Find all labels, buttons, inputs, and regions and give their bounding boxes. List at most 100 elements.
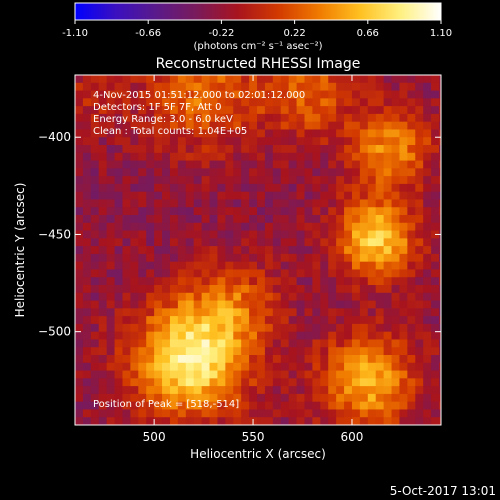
heatmap-cell <box>320 386 329 395</box>
heatmap-cell <box>312 191 321 201</box>
heatmap-cell <box>304 168 314 177</box>
heatmap-cell <box>336 152 345 162</box>
heatmap-cell <box>169 339 179 348</box>
heatmap-cell <box>162 191 171 201</box>
heatmap-cell <box>264 238 274 247</box>
heatmap-cell <box>336 75 345 84</box>
heatmap-cell <box>185 168 195 177</box>
heatmap-cell <box>75 199 84 208</box>
heatmap-cell <box>98 238 108 247</box>
heatmap-cell <box>280 207 290 216</box>
heatmap-cell <box>162 347 171 356</box>
heatmap-cell <box>431 222 440 232</box>
heatmap-cell <box>367 98 377 107</box>
heatmap-cell <box>304 207 314 216</box>
heatmap-cell <box>249 370 258 379</box>
heatmap-cell <box>296 370 306 379</box>
heatmap-cell <box>146 331 155 341</box>
heatmap-cell <box>177 393 187 403</box>
heatmap-cell <box>320 292 329 302</box>
heatmap-cell <box>82 362 92 372</box>
heatmap-cell <box>106 246 116 255</box>
colorbar-tick-label: -0.66 <box>135 28 161 39</box>
heatmap-cell <box>114 246 124 255</box>
heatmap-cell <box>193 98 203 107</box>
heatmap-cell <box>257 292 266 302</box>
heatmap-cell <box>288 207 298 216</box>
heatmap-cell <box>423 98 432 107</box>
heatmap-cell <box>185 339 195 348</box>
heatmap-cell <box>383 285 393 294</box>
heatmap-cell <box>106 253 116 263</box>
heatmap-cell <box>138 176 147 185</box>
heatmap-cell <box>249 393 258 403</box>
heatmap-cell <box>201 401 211 411</box>
heatmap-cell <box>162 355 171 364</box>
heatmap-cell <box>351 98 361 107</box>
heatmap-cell <box>249 331 258 341</box>
heatmap-cell <box>225 339 234 348</box>
heatmap-cell <box>90 113 100 123</box>
heatmap-cell <box>249 176 258 185</box>
heatmap-cell <box>106 417 116 425</box>
heatmap-cell <box>249 323 258 333</box>
heatmap-cell <box>328 113 337 123</box>
heatmap-cell <box>344 347 353 356</box>
heatmap-cell <box>328 370 337 379</box>
heatmap-cell <box>225 176 234 185</box>
heatmap-cell <box>154 215 163 224</box>
heatmap-cell <box>82 339 92 348</box>
heatmap-cell <box>375 176 385 185</box>
heatmap-cell <box>249 316 258 325</box>
heatmap-cell <box>312 82 321 92</box>
heatmap-cell <box>130 90 139 99</box>
heatmap-cell <box>439 401 441 411</box>
heatmap-cell <box>375 323 385 333</box>
heatmap-cell <box>193 230 203 239</box>
heatmap-cell <box>264 199 274 208</box>
heatmap-cell <box>185 253 195 263</box>
heatmap-cell <box>249 222 258 232</box>
heatmap-cell <box>154 378 163 387</box>
heatmap-cell <box>146 121 155 131</box>
heatmap-cell <box>146 160 155 169</box>
heatmap-cell <box>344 82 353 92</box>
heatmap-cell <box>177 308 187 317</box>
heatmap-cell <box>399 145 408 154</box>
heatmap-cell <box>106 113 116 123</box>
heatmap-cell <box>280 129 290 138</box>
heatmap-cell <box>431 82 440 92</box>
heatmap-cell <box>399 168 408 177</box>
heatmap-cell <box>82 370 92 379</box>
heatmap-cell <box>375 347 385 356</box>
heatmap-cell <box>367 75 377 84</box>
heatmap-cell <box>98 277 108 286</box>
heatmap-cell <box>280 316 290 325</box>
heatmap-cell <box>264 308 274 317</box>
heatmap-cell <box>106 75 116 84</box>
heatmap-cell <box>391 215 401 224</box>
heatmap-cell <box>122 393 131 403</box>
heatmap-cell <box>280 285 290 294</box>
heatmap-cell <box>280 355 290 364</box>
heatmap-cell <box>367 199 377 208</box>
heatmap-cell <box>264 378 274 387</box>
heatmap-cell <box>328 145 337 154</box>
heatmap-cell <box>375 222 385 232</box>
heatmap-cell <box>98 90 108 99</box>
heatmap-cell <box>304 215 314 224</box>
heatmap-cell <box>320 246 329 255</box>
heatmap-cell <box>304 191 314 201</box>
heatmap-cell <box>359 370 369 379</box>
heatmap-cell <box>209 269 219 278</box>
heatmap-cell <box>241 308 250 317</box>
heatmap-cell <box>359 121 369 131</box>
heatmap-cell <box>367 401 377 411</box>
heatmap-cell <box>217 176 226 185</box>
heatmap-cell <box>296 137 306 146</box>
heatmap-cell <box>344 316 353 325</box>
heatmap-cell <box>383 199 393 208</box>
heatmap-cell <box>312 253 321 263</box>
heatmap-cell <box>249 378 258 387</box>
heatmap-cell <box>138 393 147 403</box>
